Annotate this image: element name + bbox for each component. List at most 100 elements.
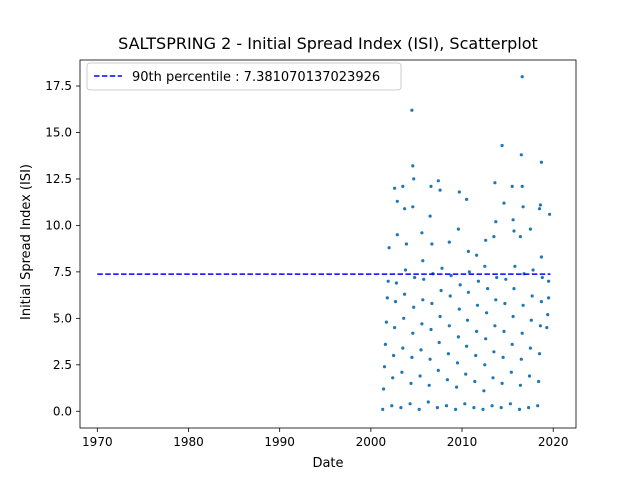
data-point — [408, 402, 412, 406]
data-point — [500, 381, 504, 385]
data-point — [428, 214, 432, 218]
data-point — [475, 303, 480, 307]
data-point — [521, 205, 525, 209]
data-point — [457, 190, 461, 194]
data-point — [430, 301, 434, 306]
data-point — [510, 342, 514, 346]
plot-frame — [79, 59, 577, 429]
data-point — [456, 335, 460, 339]
y-tick-label: 2.5 — [53, 358, 72, 372]
data-point — [494, 220, 498, 224]
y-tick-label: 0.0 — [53, 404, 72, 418]
data-point — [527, 406, 531, 410]
data-point — [492, 235, 496, 239]
data-point — [448, 294, 452, 298]
data-point — [456, 227, 460, 231]
data-point — [466, 290, 470, 294]
data-point — [447, 324, 451, 328]
y-tick-label: 7.5 — [53, 265, 72, 279]
data-point — [539, 300, 544, 304]
data-point — [517, 407, 522, 411]
data-point — [413, 275, 417, 280]
data-point — [531, 268, 535, 272]
data-point — [403, 268, 408, 272]
legend: 90th percentile : 7.381070137023926 — [86, 62, 402, 91]
data-point — [518, 235, 523, 239]
data-point — [529, 318, 533, 322]
y-axis-label: Initial Spread Index (ISI) — [19, 164, 34, 320]
data-point — [438, 188, 442, 192]
y-tick-label: 5.0 — [53, 311, 72, 325]
data-point — [473, 379, 477, 384]
data-point — [429, 327, 433, 332]
data-point — [511, 314, 515, 319]
data-point — [444, 404, 449, 408]
data-point — [418, 374, 422, 378]
data-point — [499, 406, 503, 410]
data-point — [447, 240, 451, 244]
data-point — [410, 355, 414, 359]
data-point — [512, 229, 516, 233]
data-point — [395, 233, 399, 237]
data-point — [440, 266, 444, 270]
x-tick-label: 1980 — [173, 435, 204, 449]
data-point — [511, 218, 515, 222]
data-point — [492, 350, 496, 354]
data-point — [493, 181, 497, 185]
data-point — [545, 326, 549, 330]
data-point — [381, 407, 385, 411]
legend-label: 90th percentile : 7.381070137023926 — [132, 70, 380, 85]
data-point — [382, 387, 386, 391]
data-point — [419, 348, 423, 352]
axes: 1970 1980 1990 2000 2010 2020 0.0 2.5 5.0 7.5 10.0… — [45, 59, 577, 449]
data-point — [546, 313, 550, 317]
data-point — [382, 365, 387, 369]
data-point — [537, 352, 542, 356]
data-point — [539, 255, 544, 259]
chart-title: SALTSPRING 2 - Initial Spread Index (ISI… — [118, 34, 538, 53]
data-point — [404, 242, 408, 246]
data-point — [502, 329, 506, 333]
data-point — [472, 406, 476, 410]
data-point — [403, 292, 407, 296]
data-point — [482, 389, 486, 393]
data-point — [429, 184, 433, 188]
data-point — [465, 318, 470, 322]
data-point — [475, 253, 479, 257]
data-point — [493, 324, 497, 328]
data-point — [401, 184, 405, 188]
data-point — [520, 75, 524, 79]
data-point — [512, 287, 516, 291]
data-point — [519, 357, 523, 361]
data-point — [501, 355, 505, 359]
data-point — [436, 368, 440, 372]
data-point — [422, 277, 426, 281]
data-point — [417, 407, 421, 411]
data-point — [458, 283, 462, 287]
data-point — [445, 378, 449, 382]
data-point — [521, 303, 525, 307]
data-point — [491, 376, 495, 380]
data-point — [504, 277, 508, 281]
y-tick-label: 15.0 — [45, 125, 72, 139]
data-point — [454, 407, 458, 411]
data-point — [537, 379, 541, 384]
data-point — [393, 300, 398, 304]
y-tick-label: 12.5 — [45, 172, 72, 186]
scatter-points — [381, 75, 552, 411]
data-point — [430, 242, 434, 246]
data-point — [518, 383, 523, 387]
data-point — [399, 406, 403, 410]
legend-box — [86, 62, 402, 91]
data-point — [436, 179, 440, 183]
data-point — [393, 186, 397, 190]
data-point — [483, 363, 487, 367]
data-point — [391, 376, 395, 380]
data-point — [455, 385, 459, 389]
data-point — [508, 402, 512, 406]
data-point — [426, 400, 430, 404]
x-tick-label: 2000 — [356, 435, 387, 449]
data-point — [476, 279, 480, 283]
data-point — [484, 337, 488, 341]
